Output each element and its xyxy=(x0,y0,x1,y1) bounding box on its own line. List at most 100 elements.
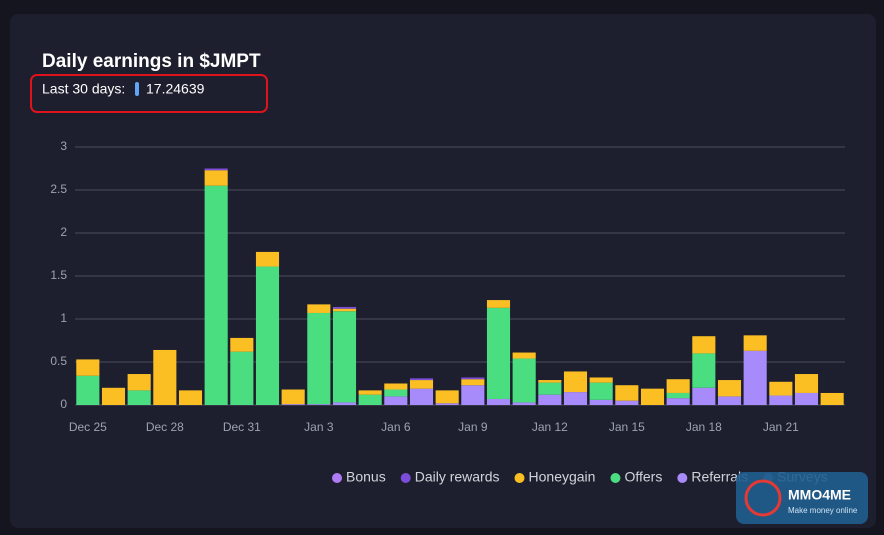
bar-segment xyxy=(255,251,280,267)
x-tick-label: Jan 3 xyxy=(304,420,334,434)
x-tick-label: Jan 21 xyxy=(763,420,799,434)
bar-segment xyxy=(204,185,228,405)
bar-segment xyxy=(486,307,511,399)
total: 17.24639 xyxy=(146,81,205,97)
bar-segment xyxy=(307,304,331,313)
bar-segment xyxy=(76,359,100,376)
bar-segment xyxy=(204,170,228,186)
bar-segment xyxy=(538,380,562,383)
legend-dot xyxy=(332,473,342,483)
x-tick-label: Jan 15 xyxy=(609,420,645,434)
bar-segment xyxy=(101,387,126,405)
bar-segment xyxy=(486,398,511,405)
bar-segment xyxy=(435,390,459,404)
x-tick-label: Dec 28 xyxy=(146,420,184,434)
bar-segment xyxy=(743,335,767,351)
bar-segment xyxy=(769,395,793,405)
bar-segment xyxy=(76,375,100,405)
bar-segment xyxy=(281,404,305,405)
bar-segment xyxy=(640,388,665,405)
bar-segment xyxy=(538,394,562,405)
watermark-logo xyxy=(744,479,782,517)
bar-segment xyxy=(512,402,536,405)
bar-segment xyxy=(666,392,690,399)
bar-segment xyxy=(358,390,382,395)
watermark-name: MMO4ME xyxy=(788,487,851,503)
bar-segment xyxy=(512,358,536,403)
bar-segment xyxy=(794,392,819,405)
bar-segment xyxy=(692,336,716,354)
bar-segment xyxy=(461,385,485,405)
bar-segment xyxy=(230,351,254,405)
bar-segment xyxy=(409,388,434,405)
bar-segment xyxy=(127,374,151,391)
highlight-box xyxy=(30,74,268,113)
bar-segment xyxy=(332,308,357,312)
legend-label: Referrals xyxy=(691,469,748,485)
bar-segment xyxy=(563,392,588,405)
bar-segment xyxy=(178,390,203,405)
bar-segment xyxy=(409,380,434,389)
y-tick-label: 2.5 xyxy=(50,182,67,196)
bar-segment xyxy=(589,377,613,383)
bar-segment xyxy=(820,392,844,405)
bar-segment xyxy=(589,382,613,400)
y-tick-label: 0 xyxy=(60,397,67,411)
bar-segment xyxy=(717,380,742,397)
watermark: MMO4ME Make money online xyxy=(736,472,868,524)
bar-segment xyxy=(666,379,690,393)
bar-segment xyxy=(486,300,511,308)
bar-segment xyxy=(384,389,408,397)
bar-segment xyxy=(461,379,485,386)
bar-segment xyxy=(615,400,639,405)
bar-segment xyxy=(384,383,408,390)
bar-segment xyxy=(358,394,382,405)
bar-segment xyxy=(255,266,280,405)
bar-segment xyxy=(332,402,357,405)
x-tick-label: Dec 31 xyxy=(223,420,261,434)
bar-segment xyxy=(563,371,588,393)
bar-segment xyxy=(794,374,819,393)
bar-segment xyxy=(307,404,331,405)
chart-title: Daily earnings in $JMPT xyxy=(42,51,261,72)
y-tick-label: 2 xyxy=(60,225,67,239)
bar-segment xyxy=(230,337,254,352)
bar-segment xyxy=(384,396,408,405)
bar-segment xyxy=(589,399,613,405)
watermark-bg xyxy=(736,472,868,524)
bar-segment xyxy=(717,396,742,405)
card xyxy=(10,14,876,528)
x-tick-label: Jan 9 xyxy=(458,420,488,434)
legend-dot xyxy=(514,473,525,483)
x-tick-label: Jan 6 xyxy=(381,420,411,434)
bar-segment xyxy=(204,168,228,171)
bar-segment xyxy=(538,382,562,395)
bar-segment xyxy=(127,390,151,405)
legend-label: Bonus xyxy=(346,469,386,485)
legend-dot xyxy=(400,473,411,483)
token-icon xyxy=(135,82,139,96)
y-tick-label: 0.5 xyxy=(50,354,67,368)
bar-segment xyxy=(281,389,305,405)
bar-segment xyxy=(153,349,177,405)
bar-segment xyxy=(435,403,459,405)
bar-segment xyxy=(743,350,767,405)
y-tick-label: 1.5 xyxy=(50,268,67,282)
x-tick-label: Jan 18 xyxy=(686,420,722,434)
bar-segment xyxy=(332,311,357,403)
bar-segment xyxy=(332,306,357,309)
legend-label: Daily rewards xyxy=(415,469,500,485)
bar-segment xyxy=(307,312,331,405)
x-tick-label: Jan 12 xyxy=(532,420,568,434)
subtitle: Last 30 days: xyxy=(42,81,125,97)
y-tick-label: 3 xyxy=(60,139,67,153)
bar-segment xyxy=(692,387,716,405)
legend-dot xyxy=(677,473,688,483)
bar-segment xyxy=(769,381,793,396)
watermark-tagline: Make money online xyxy=(788,506,858,515)
bar-segment xyxy=(461,377,485,380)
bar-segment xyxy=(666,398,690,405)
legend-label: Offers xyxy=(624,469,662,485)
